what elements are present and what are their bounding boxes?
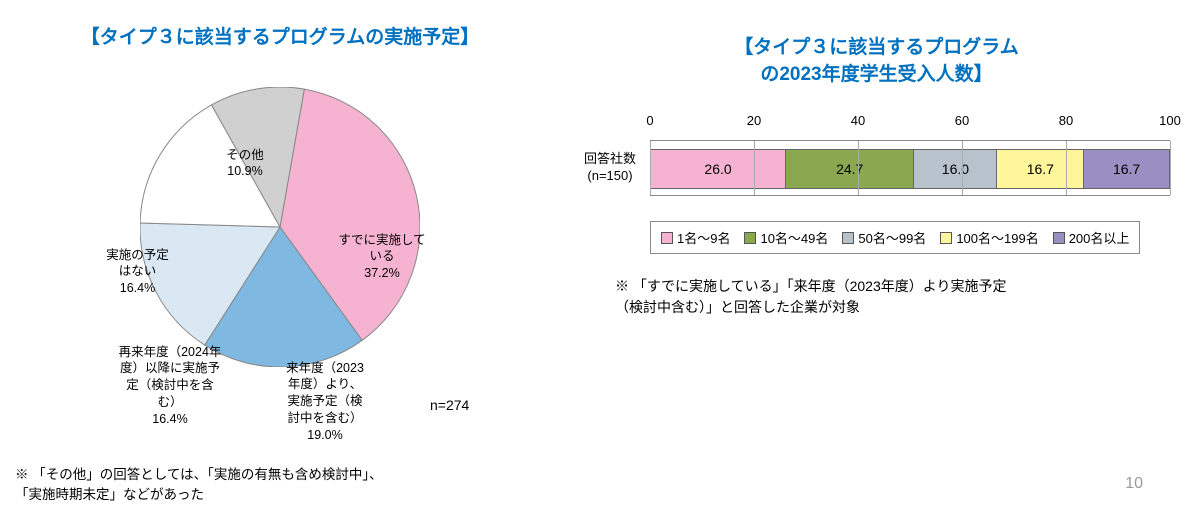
bar-gridline <box>858 141 859 195</box>
pie-svg <box>140 87 420 367</box>
bar-track: 26.024.716.016.716.7 <box>650 140 1170 196</box>
bar-segment: 24.7 <box>785 149 913 189</box>
legend-item: 50名～99名 <box>842 228 926 247</box>
pie-slice-label: 再来年度（2024年度）以降に実施予定（検討中を含む）16.4% <box>100 344 240 428</box>
axis-tick: 60 <box>955 113 969 128</box>
bar-gridline <box>650 141 651 195</box>
axis-tick: 100 <box>1159 113 1181 128</box>
bar-gridline <box>1066 141 1067 195</box>
legend-swatch <box>744 232 756 244</box>
right-title: 【タイプ３に該当するプログラムの2023年度学生受入人数】 <box>560 35 1193 88</box>
right-panel: 【タイプ３に該当するプログラムの2023年度学生受入人数】 0 20 40 60 80 1… <box>560 0 1193 515</box>
legend-text: 50名～99名 <box>858 228 926 247</box>
legend-text: 1名～9名 <box>677 228 730 247</box>
axis-tick: 40 <box>851 113 865 128</box>
legend-swatch <box>940 232 952 244</box>
legend-item: 100名～199名 <box>940 228 1038 247</box>
stacked-bar-chart: 020406080100(%) 回答社数(n=150) 26.024.716.0… <box>570 113 1170 254</box>
bar-segment: 16.7 <box>996 149 1083 189</box>
left-footnote: ※ 「その他」の回答としては、「実施の有無も含め検討中」、「実施時期未定」などが… <box>15 465 535 506</box>
pie-n-label: n=274 <box>430 397 469 413</box>
page-number: 10 <box>1125 475 1143 493</box>
pie-slice-label: 実施の予定はない16.4% <box>85 247 190 298</box>
bar-axis: 020406080100(%) <box>650 113 1170 133</box>
pie-slice-label: 来年度（2023年度）より、実施予定（検討中を含む）19.0% <box>265 360 385 444</box>
legend-item: 10名～49名 <box>744 228 828 247</box>
left-title: 【タイプ３に該当するプログラムの実施予定】 <box>0 25 560 52</box>
axis-tick: 0 <box>646 113 653 128</box>
legend-swatch <box>661 232 673 244</box>
bar-segment: 16.7 <box>1083 149 1170 189</box>
axis-tick: 20 <box>747 113 761 128</box>
pie-slice-label: その他10.9% <box>205 147 285 181</box>
bar-segment: 26.0 <box>650 149 785 189</box>
legend-item: 200名以上 <box>1053 228 1130 247</box>
pie-chart: すでに実施している37.2%来年度（2023年度）より、実施予定（検討中を含む）… <box>0 52 560 412</box>
legend-text: 200名以上 <box>1069 228 1130 247</box>
legend-text: 100名～199名 <box>956 228 1038 247</box>
bar-segment: 16.0 <box>913 149 996 189</box>
bar-gridline <box>1170 141 1171 195</box>
legend-swatch <box>842 232 854 244</box>
bar-legend: 1名～9名 10名～49名 50名～99名 100名～199名 200名以上 <box>650 221 1140 254</box>
bar-row: 回答社数(n=150) 26.024.716.016.716.7 <box>570 133 1170 203</box>
bar-row-label: 回答社数(n=150) <box>570 151 650 185</box>
legend-item: 1名～9名 <box>661 228 730 247</box>
bar-gridline <box>754 141 755 195</box>
axis-tick: 80 <box>1059 113 1073 128</box>
right-footnote: ※ 「すでに実施している」「来年度（2023年度）より実施予定（検討中含む）」と… <box>615 276 1155 318</box>
legend-swatch <box>1053 232 1065 244</box>
pie-slice-label: すでに実施している37.2% <box>322 232 442 283</box>
legend-text: 10名～49名 <box>760 228 828 247</box>
bar-gridline <box>962 141 963 195</box>
left-panel: 【タイプ３に該当するプログラムの実施予定】 すでに実施している37.2%来年度（… <box>0 0 560 515</box>
